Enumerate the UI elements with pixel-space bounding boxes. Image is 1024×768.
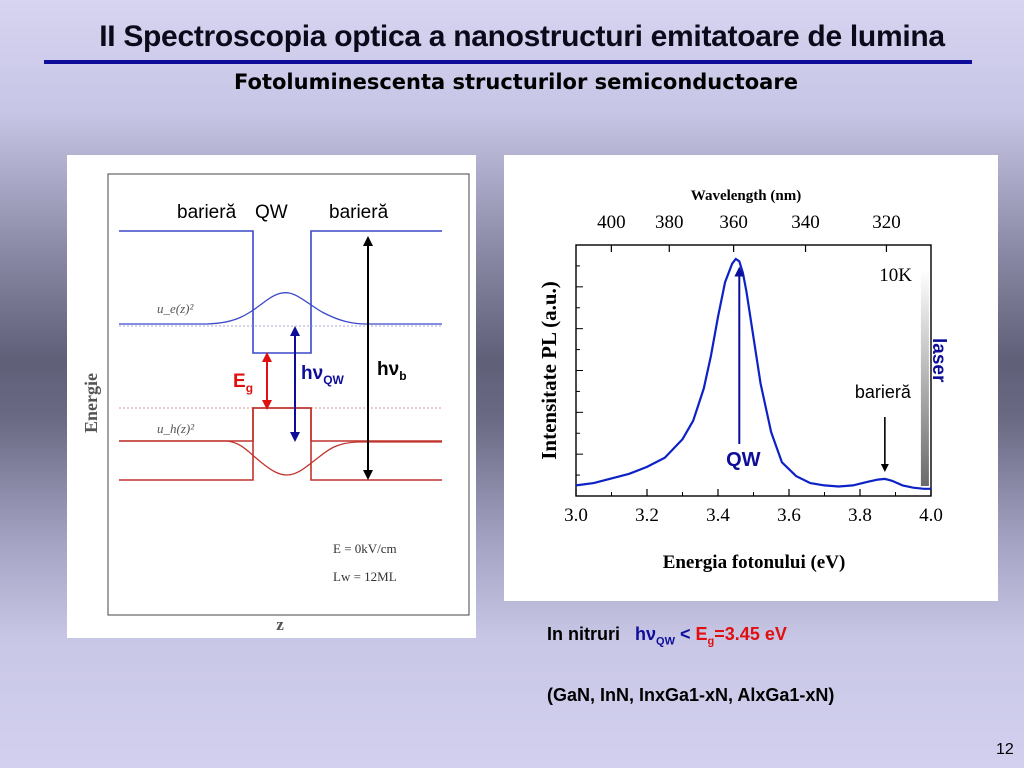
x-tick-label: 4.0	[919, 505, 943, 526]
x-tick-label: 3.4	[706, 505, 730, 526]
nitride-note-lt: <	[680, 624, 691, 644]
y-axis-label: Intensitate PL (a.u.)	[537, 281, 561, 460]
conduction-band-edge	[119, 230, 442, 354]
y-axis-ticks	[576, 265, 583, 476]
x-axis-ticks: 3.0 3.2 3.4 3.6 3.8 4.0	[564, 489, 943, 526]
nitride-note-eg: Eg=3.45 eV	[695, 624, 787, 648]
top-tick-label: 340	[791, 212, 820, 233]
page-number: 12	[996, 741, 1014, 758]
x-axis-label: Energia fotonului (eV)	[663, 552, 846, 573]
x-tick-label: 3.2	[635, 505, 659, 526]
barrier-peak-label: barieră	[855, 382, 912, 402]
x-tick-label: 3.6	[777, 505, 801, 526]
x-tick-label: 3.0	[564, 505, 588, 526]
laser-label: laser	[928, 338, 949, 383]
top-tick-label: 360	[719, 212, 748, 233]
electron-wavefunction-label: u_e(z)²	[157, 301, 194, 316]
well-label: QW	[255, 202, 288, 223]
band-gap-label: Eg	[233, 371, 253, 395]
top-tick-label: 380	[655, 212, 684, 233]
temperature-label: 10K	[879, 265, 912, 286]
nitride-note-hv: hνQW	[635, 624, 675, 648]
field-parameter: E = 0kV/cm	[333, 541, 397, 556]
qw-transition-label: hνQW	[301, 363, 345, 387]
barrier-transition-label: hνb	[377, 359, 407, 383]
x-tick-label: 3.8	[848, 505, 872, 526]
nitride-note: In nitruri hνQW < Eg=3.45 eV	[547, 624, 787, 648]
title-underline	[44, 60, 972, 64]
top-tick-label: 400	[597, 212, 626, 233]
materials-list: (GaN, InN, InxGa1-xN, AlxGa1-xN)	[547, 685, 835, 705]
top-tick-label: 320	[872, 212, 901, 233]
qw-peak-label: QW	[726, 449, 761, 471]
pl-spectrum-panel: Wavelength (nm) 400 380 360 340 320 3.0 3.2 3.…	[504, 155, 998, 601]
band-diagram-frame	[107, 173, 470, 616]
band-diagram-figure: barieră QW barieră u_e(z)² Energie u_h(z…	[81, 173, 470, 634]
right-barrier-label: barieră	[329, 202, 389, 223]
hole-wavefunction	[119, 440, 442, 476]
slide-subtitle: Fotoluminescenta structurilor semiconduc…	[234, 70, 798, 94]
left-barrier-label: barieră	[177, 202, 237, 223]
valence-band-edge	[119, 407, 442, 481]
band-diagram-panel: barieră QW barieră u_e(z)² Energie u_h(z…	[67, 155, 476, 638]
hole-wavefunction-label: u_h(z)²	[157, 421, 195, 436]
slide-title: II Spectroscopia optica a nanostructuri …	[99, 20, 945, 53]
laser-line-marker	[920, 270, 929, 486]
electron-wavefunction	[119, 292, 442, 325]
energy-axis-label: Energie	[81, 373, 101, 433]
top-axis-label: Wavelength (nm)	[691, 188, 801, 204]
z-axis-label: z	[276, 615, 284, 634]
well-width-parameter: Lw = 12ML	[333, 569, 397, 584]
top-axis-ticks: 400 380 360 340 320	[597, 212, 901, 252]
pl-spectrum-chart: Wavelength (nm) 400 380 360 340 320 3.0 3.2 3.…	[537, 188, 949, 573]
pl-spectrum-line	[575, 257, 931, 490]
nitride-note-prefix: In nitruri	[547, 624, 620, 644]
